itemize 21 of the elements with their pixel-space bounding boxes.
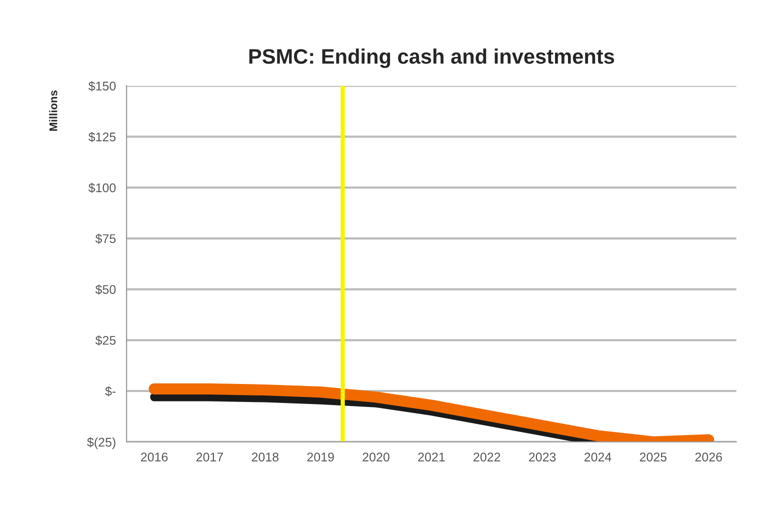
y-tick-label: $75 (95, 234, 116, 244)
y-axis-title: Millions (49, 90, 58, 131)
y-tick-label: $125 (88, 132, 116, 142)
chart-title: PSMC: Ending cash and investments (249, 48, 614, 68)
x-tick-label: 2017 (196, 452, 223, 462)
y-tick-label: $(25) (87, 437, 116, 450)
x-tick-label: 2026 (695, 452, 722, 462)
x-tick-label: 2022 (474, 452, 500, 462)
x-tick-label: 2023 (529, 452, 556, 462)
y-tick-label: $50 (95, 284, 116, 295)
y-tick-label: $- (105, 386, 116, 396)
x-tick-label: 2018 (252, 452, 278, 462)
x-tick-label: 2020 (362, 452, 390, 462)
x-tick-label: 2019 (307, 452, 334, 462)
x-tick-label: 2025 (640, 452, 667, 462)
x-tick-label: 2024 (584, 452, 612, 462)
y-tick-label: $150 (88, 81, 116, 92)
y-tick-label: $25 (95, 335, 116, 346)
x-tick-label: 2016 (141, 452, 168, 462)
x-tick-label: 2021 (418, 452, 445, 462)
y-tick-label: $100 (88, 182, 116, 193)
